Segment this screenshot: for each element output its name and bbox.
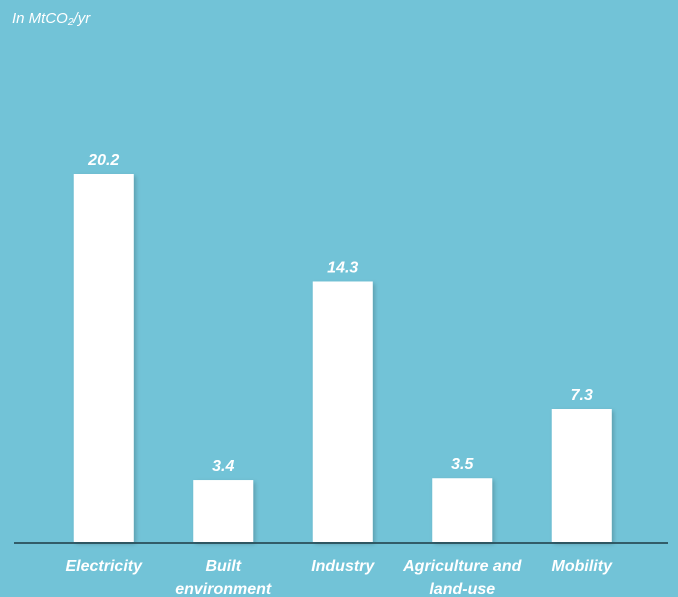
- bar: [551, 409, 612, 542]
- x-tick-label: Agriculture and land-use: [403, 558, 522, 597]
- unit-label: In MtCO₂/yr: [12, 10, 91, 27]
- value-label: 3.5: [451, 456, 474, 473]
- x-tick-label: Electricity: [65, 558, 142, 575]
- value-label: 3.4: [212, 458, 234, 475]
- bar: [432, 478, 493, 542]
- bar: [312, 281, 373, 542]
- value-label: 20.2: [87, 152, 119, 169]
- x-tick-label: Industry: [311, 558, 375, 575]
- value-label: 14.3: [327, 259, 358, 276]
- bar: [73, 174, 134, 542]
- bar: [193, 480, 254, 542]
- value-label: 7.3: [571, 387, 593, 404]
- x-tick-label: Mobility: [551, 558, 612, 575]
- x-tick-label: Built environment: [175, 558, 272, 597]
